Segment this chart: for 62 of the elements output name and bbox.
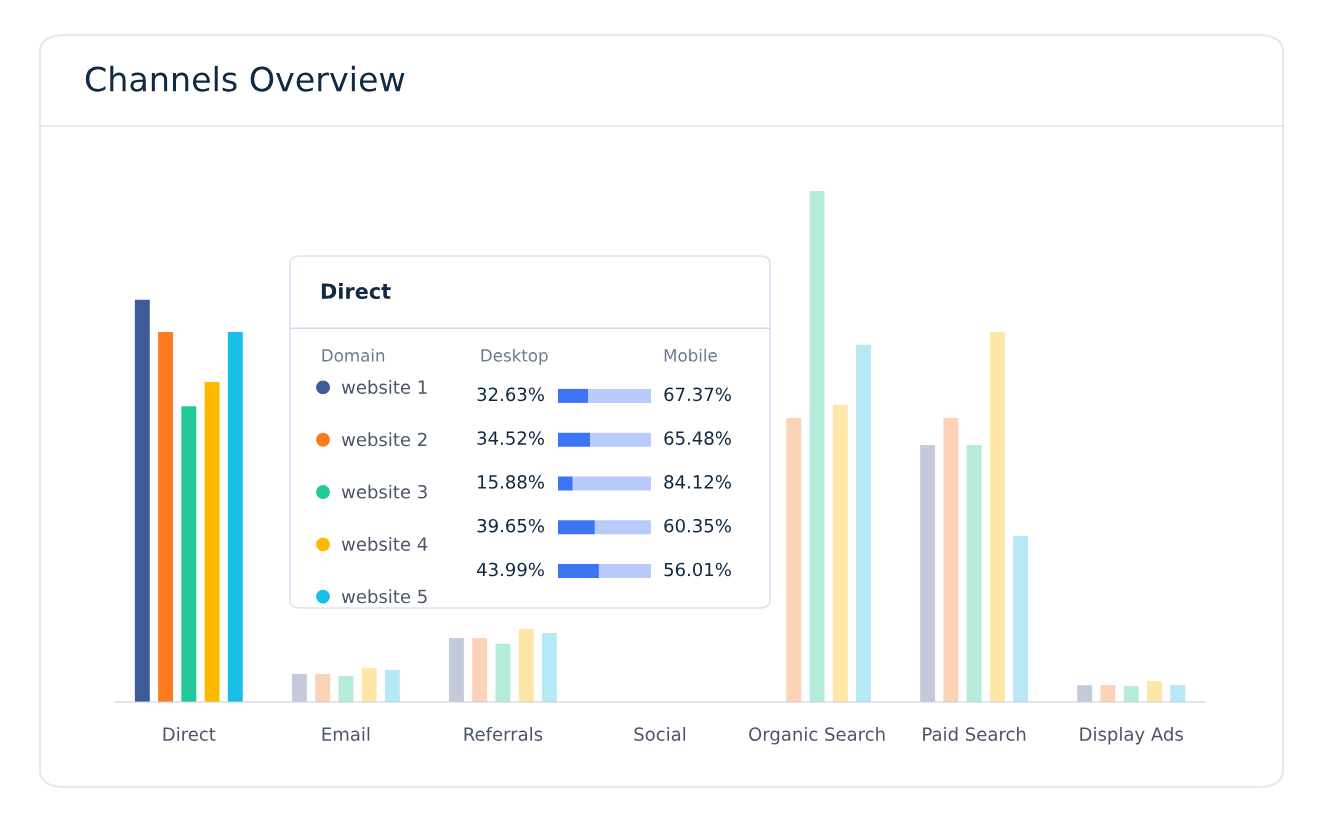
bar bbox=[338, 675, 354, 702]
bar bbox=[558, 432, 591, 447]
bar bbox=[384, 669, 400, 702]
data-label: 34.52% bbox=[477, 431, 544, 445]
data-label: 60.35% bbox=[664, 518, 731, 533]
bar bbox=[204, 382, 220, 702]
bar bbox=[1146, 681, 1162, 702]
bar bbox=[541, 633, 557, 702]
x-tick-label: Paid Search bbox=[923, 727, 1026, 741]
data-label: 15.88% bbox=[478, 475, 544, 489]
bar bbox=[594, 520, 651, 535]
data-label: 32.63% bbox=[477, 387, 544, 402]
bar bbox=[518, 628, 534, 702]
data-label: 65.48% bbox=[664, 431, 731, 445]
data-label: 67.37% bbox=[664, 387, 731, 402]
x-tick-label: Social bbox=[634, 727, 686, 741]
bar bbox=[572, 476, 651, 491]
bar bbox=[495, 643, 511, 702]
series-label: Mobile bbox=[664, 348, 717, 362]
bar bbox=[590, 432, 651, 447]
bar bbox=[558, 476, 573, 491]
legend-label: website 4 bbox=[341, 536, 428, 551]
bar bbox=[1100, 685, 1116, 702]
x-tick-label: Organic Search bbox=[749, 727, 885, 745]
series-label: Desktop bbox=[481, 348, 548, 365]
legend-label: website 2 bbox=[341, 432, 427, 447]
bar bbox=[158, 332, 174, 702]
bar bbox=[809, 191, 825, 702]
bar bbox=[558, 388, 589, 403]
bar bbox=[1123, 686, 1139, 702]
data-label: 39.65% bbox=[477, 518, 544, 533]
x-tick-label: Direct bbox=[163, 727, 216, 741]
x-tick-label: Email bbox=[322, 727, 370, 741]
bar bbox=[181, 406, 197, 702]
annotation: Direct bbox=[321, 282, 391, 300]
data-label: 43.99% bbox=[477, 562, 544, 577]
bar bbox=[1170, 685, 1186, 702]
bar bbox=[227, 332, 243, 702]
bar bbox=[989, 332, 1005, 702]
y-axis-title: Domain bbox=[322, 348, 385, 362]
legend-label: website 5 bbox=[341, 589, 427, 604]
data-label: 84.12% bbox=[664, 475, 731, 489]
bar bbox=[558, 564, 599, 579]
bar bbox=[598, 564, 651, 579]
bar bbox=[134, 299, 150, 702]
bar bbox=[966, 444, 982, 702]
legend-label: website 1 bbox=[341, 380, 427, 394]
bar bbox=[361, 667, 377, 702]
bar bbox=[832, 405, 848, 702]
bar bbox=[856, 344, 872, 702]
bar bbox=[943, 417, 959, 702]
bar bbox=[472, 638, 488, 702]
x-tick-label: Referrals bbox=[464, 727, 543, 741]
legend-label: website 3 bbox=[341, 484, 427, 499]
x-tick-label: Display Ads bbox=[1080, 727, 1183, 745]
bar bbox=[315, 673, 331, 702]
bar bbox=[558, 520, 595, 535]
chart-title: Channels Overview bbox=[85, 65, 405, 92]
data-label: 56.01% bbox=[664, 562, 731, 577]
bar bbox=[1013, 535, 1029, 702]
bar bbox=[786, 417, 802, 702]
bar bbox=[588, 388, 651, 403]
